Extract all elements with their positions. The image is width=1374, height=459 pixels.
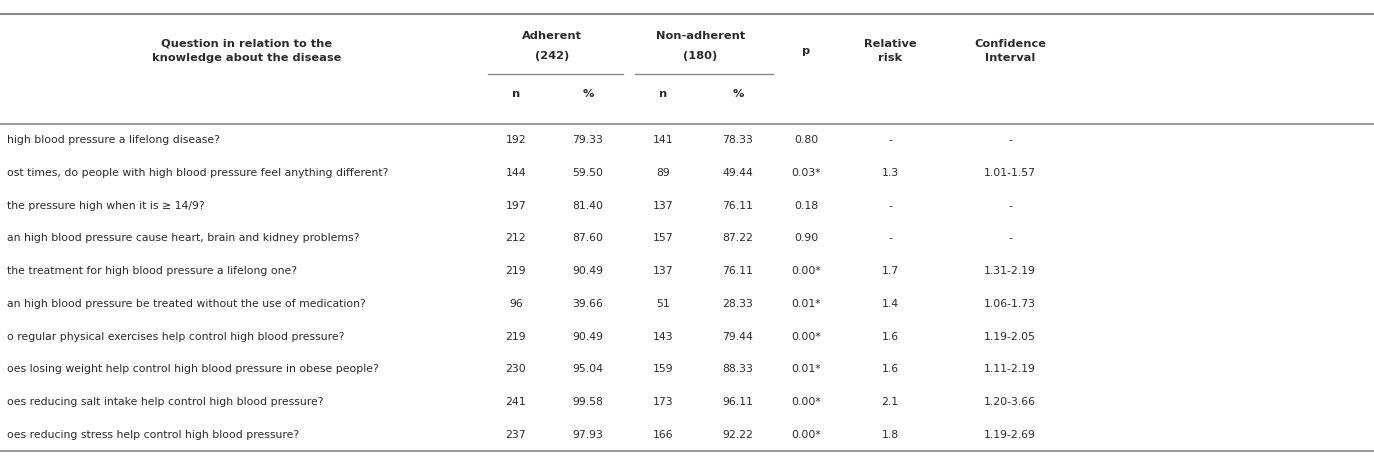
Text: -: - [888,135,892,146]
Text: 1.31-2.19: 1.31-2.19 [984,266,1036,276]
Text: 157: 157 [653,234,673,243]
Text: n: n [660,89,668,99]
Text: oes reducing stress help control high blood pressure?: oes reducing stress help control high bl… [7,430,300,440]
Text: 212: 212 [506,234,526,243]
Text: 87.22: 87.22 [723,234,753,243]
Text: 79.44: 79.44 [723,331,753,341]
Text: 197: 197 [506,201,526,211]
Text: 28.33: 28.33 [723,299,753,309]
Text: (242): (242) [534,51,569,61]
Text: 0.80: 0.80 [794,135,818,146]
Text: -: - [1009,135,1011,146]
Text: 219: 219 [506,331,526,341]
Text: 92.22: 92.22 [723,430,753,440]
Text: Relative
risk: Relative risk [864,39,916,63]
Text: 97.93: 97.93 [573,430,603,440]
Text: -: - [1009,234,1011,243]
Text: 87.60: 87.60 [573,234,603,243]
Text: oes losing weight help control high blood pressure in obese people?: oes losing weight help control high bloo… [7,364,379,374]
Text: 51: 51 [657,299,671,309]
Text: oes reducing salt intake help control high blood pressure?: oes reducing salt intake help control hi… [7,397,323,407]
Text: -: - [1009,201,1011,211]
Text: 219: 219 [506,266,526,276]
Text: 1.19-2.69: 1.19-2.69 [984,430,1036,440]
Text: 49.44: 49.44 [723,168,753,178]
Text: 39.66: 39.66 [573,299,603,309]
Text: 89: 89 [657,168,671,178]
Text: %: % [583,89,594,99]
Text: 137: 137 [653,266,673,276]
Text: 88.33: 88.33 [723,364,753,374]
Text: (180): (180) [683,51,717,61]
Text: high blood pressure a lifelong disease?: high blood pressure a lifelong disease? [7,135,220,146]
Text: 96: 96 [510,299,523,309]
Text: 95.04: 95.04 [573,364,603,374]
Text: 90.49: 90.49 [573,266,603,276]
Text: 0.90: 0.90 [794,234,818,243]
Text: Question in relation to the
knowledge about the disease: Question in relation to the knowledge ab… [151,39,341,63]
Text: 143: 143 [653,331,673,341]
Text: 1.11-2.19: 1.11-2.19 [984,364,1036,374]
Text: 237: 237 [506,430,526,440]
Text: n: n [513,89,521,99]
Text: %: % [732,89,743,99]
Text: o regular physical exercises help control high blood pressure?: o regular physical exercises help contro… [7,331,345,341]
Text: 1.4: 1.4 [882,299,899,309]
Text: 0.00*: 0.00* [791,430,820,440]
Text: 0.00*: 0.00* [791,331,820,341]
Text: 0.00*: 0.00* [791,397,820,407]
Text: 1.6: 1.6 [882,331,899,341]
Text: 241: 241 [506,397,526,407]
Text: 159: 159 [653,364,673,374]
Text: an high blood pressure cause heart, brain and kidney problems?: an high blood pressure cause heart, brai… [7,234,360,243]
Text: -: - [888,201,892,211]
Text: 1.6: 1.6 [882,364,899,374]
Text: 99.58: 99.58 [573,397,603,407]
Text: 0.03*: 0.03* [791,168,820,178]
Text: 141: 141 [653,135,673,146]
Text: 1.01-1.57: 1.01-1.57 [984,168,1036,178]
Text: 81.40: 81.40 [573,201,603,211]
Text: 1.20-3.66: 1.20-3.66 [984,397,1036,407]
Text: -: - [888,234,892,243]
Text: the treatment for high blood pressure a lifelong one?: the treatment for high blood pressure a … [7,266,297,276]
Text: 76.11: 76.11 [723,266,753,276]
Text: 0.01*: 0.01* [791,299,820,309]
Text: 1.8: 1.8 [882,430,899,440]
Text: 0.00*: 0.00* [791,266,820,276]
Text: 78.33: 78.33 [723,135,753,146]
Text: 0.01*: 0.01* [791,364,820,374]
Text: 144: 144 [506,168,526,178]
Text: 90.49: 90.49 [573,331,603,341]
Text: 137: 137 [653,201,673,211]
Text: ost times, do people with high blood pressure feel anything different?: ost times, do people with high blood pre… [7,168,389,178]
Text: 79.33: 79.33 [573,135,603,146]
Text: 0.18: 0.18 [794,201,818,211]
Text: 1.3: 1.3 [882,168,899,178]
Text: 59.50: 59.50 [573,168,603,178]
Text: Non-adherent: Non-adherent [655,31,745,41]
Text: Confidence
Interval: Confidence Interval [974,39,1046,63]
Text: Adherent: Adherent [522,31,583,41]
Text: p: p [802,46,811,56]
Text: 230: 230 [506,364,526,374]
Text: 166: 166 [653,430,673,440]
Text: 1.19-2.05: 1.19-2.05 [984,331,1036,341]
Text: an high blood pressure be treated without the use of medication?: an high blood pressure be treated withou… [7,299,365,309]
Text: the pressure high when it is ≥ 14/9?: the pressure high when it is ≥ 14/9? [7,201,205,211]
Text: 96.11: 96.11 [723,397,753,407]
Text: 192: 192 [506,135,526,146]
Text: 76.11: 76.11 [723,201,753,211]
Text: 2.1: 2.1 [882,397,899,407]
Text: 1.7: 1.7 [882,266,899,276]
Text: 1.06-1.73: 1.06-1.73 [984,299,1036,309]
Text: 173: 173 [653,397,673,407]
